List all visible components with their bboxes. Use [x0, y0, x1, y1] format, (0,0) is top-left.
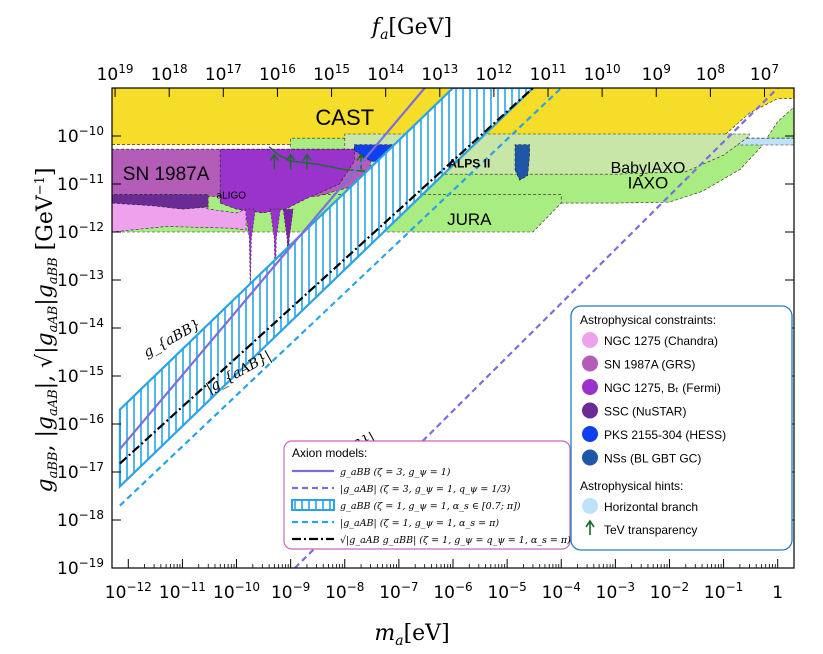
legend-astro-label-1: SN 1987A (GRS) — [604, 358, 695, 372]
top-tick-label-12: 107 — [750, 62, 779, 85]
legend-astro-label-2: NGC 1275, Bₜ (Fermi) — [604, 381, 721, 395]
label-iaxo: IAXO — [628, 174, 669, 193]
legend-model-label-0: g_aBB (ζ = 3, g_ψ = 1) — [340, 467, 451, 478]
legend-astro-label-5: NSs (BL GBT GC) — [604, 452, 701, 466]
y-tick-label-4: 10−14 — [57, 316, 104, 339]
legend-astro-swatch-5 — [582, 449, 598, 466]
x-tick-label-2: 10−10 — [213, 580, 260, 603]
y-tick-label-0: 10−10 — [57, 124, 104, 147]
top-axis-title: fa[GeV] — [370, 15, 452, 43]
legend-astro-swatch-3 — [582, 402, 598, 419]
y-tick-label-2: 10−12 — [57, 220, 104, 243]
legend-astro-swatch-2 — [582, 379, 598, 395]
label-alps-ii: ALPS II — [448, 157, 490, 171]
legend-model-label-4: √|g_aAB g_aBB| (ζ = 1, g_ψ = q_ψ = 1, α_… — [340, 535, 571, 546]
legend-model-label-1: |g_aAB| (ζ = 3, g_ψ = 1, q_ψ = 1/3) — [340, 484, 511, 495]
y-tick-label-9: 10−19 — [57, 556, 104, 579]
x-tick-label-10: 10−2 — [650, 580, 689, 603]
legend-model-label-2: g_aBB (ζ = 1, g_ψ = 1, α_s ∈ [0.7; π]) — [340, 501, 521, 512]
y-tick-label-1: 10−11 — [57, 172, 104, 195]
top-tick-label-1: 1018 — [151, 62, 188, 85]
label-cast: CAST — [315, 105, 374, 130]
x-tick-label-9: 10−3 — [596, 580, 635, 603]
legend-hint-label-0: Horizontal branch — [604, 500, 698, 514]
exclusion-regions — [112, 88, 794, 306]
legend-models-title: Axion models: — [292, 446, 367, 460]
label-babyiaxo: BabyIAXO — [611, 160, 686, 177]
legend-models-box — [283, 440, 571, 550]
legend-astro-title: Astrophysical constraints: — [580, 313, 716, 327]
y-tick-label-5: 10−15 — [57, 364, 104, 387]
band-gabb-alpha-range — [118, 88, 535, 490]
top-tick-label-8: 1011 — [530, 62, 567, 85]
y-axis-title: gaBB, |gaAB|, √|gaAB|gaBB [GeV−1] — [33, 168, 61, 493]
x-tick-label-7: 10−5 — [487, 580, 526, 603]
series-line-0 — [119, 88, 426, 450]
x-tick-label-4: 10−8 — [325, 580, 364, 603]
legend-astro-label-3: SSC (NuSTAR) — [604, 405, 686, 419]
axes: 10−12 10−11 10−10 10−9 10−8 10−7 10−6 10−5 10−4 1… — [33, 15, 795, 649]
x-tick-label-12: 1 — [772, 583, 783, 603]
legend-astro-box — [570, 305, 793, 551]
legend-hint-arrow-1 — [585, 519, 595, 535]
y-tick-label-3: 10−13 — [57, 268, 104, 291]
legend-astro-swatch-4 — [582, 426, 598, 442]
region-ssc-nustar — [112, 194, 209, 210]
top-tick-label-7: 1012 — [475, 62, 512, 85]
top-tick-label-0: 1019 — [97, 62, 134, 85]
legend-astro-label-0: NGC 1275 (Chandra) — [604, 334, 718, 348]
legend-model-label-3: |g_aAB| (ζ = 1, g_ψ = 1, α_s = π) — [340, 518, 499, 529]
x-tick-label-3: 10−9 — [271, 580, 310, 603]
legend-hint-label-1: TeV transparency — [604, 523, 697, 537]
label-jura: JURA — [447, 210, 492, 229]
x-axis-title: ma[eV] — [374, 621, 449, 649]
x-tick-label-11: 10−1 — [704, 580, 743, 603]
legend-hint-swatch-0 — [582, 498, 598, 514]
region-nss-bl-gbt-gc — [514, 144, 530, 181]
legend-astro-swatch-1 — [582, 355, 598, 372]
tev-arrow-0 — [269, 153, 279, 170]
y-tick-label-7: 10−17 — [57, 460, 104, 483]
legend-astro-swatch-0 — [582, 332, 598, 348]
legend-model-swatch-2 — [291, 499, 335, 511]
top-tick-label-9: 1010 — [584, 62, 621, 85]
top-tick-label-6: 1013 — [421, 62, 458, 85]
y-tick-label-6: 10−16 — [57, 412, 104, 435]
x-tick-label-5: 10−7 — [379, 580, 418, 603]
legend-astro-label-4: PKS 2155-304 (HESS) — [604, 428, 726, 442]
legend-hints-title: Astrophysical hints: — [580, 479, 683, 493]
y-tick-label-8: 10−18 — [57, 508, 104, 531]
top-tick-label-2: 1017 — [205, 62, 242, 85]
x-tick-label-6: 10−6 — [433, 580, 472, 603]
series-line-3 — [119, 88, 534, 465]
top-tick-label-3: 1016 — [259, 62, 296, 85]
top-tick-label-4: 1015 — [313, 62, 350, 85]
top-tick-label-5: 1014 — [367, 62, 404, 85]
x-tick-label-1: 10−11 — [159, 580, 206, 603]
top-tick-label-11: 108 — [696, 62, 725, 85]
tev-arrow-1 — [286, 153, 296, 170]
x-tick-label-8: 10−4 — [542, 580, 581, 603]
series-line-2 — [119, 88, 562, 507]
top-tick-label-10: 109 — [642, 62, 671, 85]
x-tick-label-0: 10−12 — [105, 580, 152, 603]
region-dip-0 — [244, 208, 256, 295]
legends: Axion models: g_aBB (ζ = 3, g_ψ = 1) |g_aA… — [283, 305, 793, 551]
label-sn1987a: SN 1987A — [123, 164, 210, 185]
label-aligo: aLIGO — [217, 190, 247, 201]
